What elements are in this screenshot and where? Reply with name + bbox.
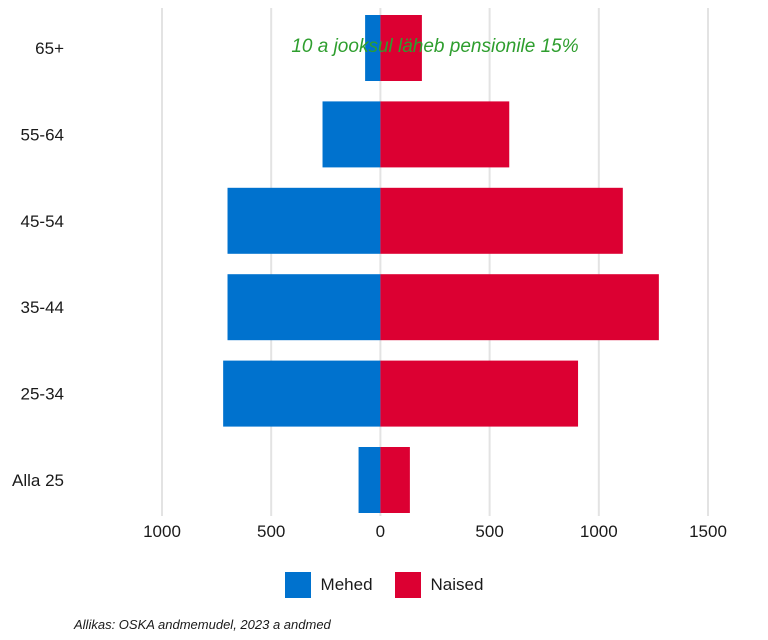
legend-swatch-mehed <box>284 572 311 598</box>
bar-mehed-25-34 <box>223 360 381 427</box>
bar-naised-45-54 <box>380 187 623 254</box>
legend-swatch-naised <box>394 572 421 598</box>
chart-annotation: 10 a jooksul läheb pensionile 15% <box>291 36 578 57</box>
legend-item-naised: Naised <box>394 572 484 598</box>
x-tick-label-2: 0 <box>376 522 385 541</box>
x-axis-tick-labels: 1000 500 0 500 1000 1500 <box>143 522 727 541</box>
source-note: Allikas: OSKA andmemudel, 2023 a andmed <box>74 617 331 632</box>
bars <box>223 15 659 513</box>
x-tick-label-0: 1000 <box>143 522 181 541</box>
y-tick-label-55-64: 55-64 <box>21 125 64 144</box>
gridlines <box>161 8 709 516</box>
bar-mehed-55-64 <box>322 101 381 168</box>
x-tick-label-3: 500 <box>475 522 503 541</box>
bar-mehed-alla-25 <box>358 447 381 513</box>
y-tick-label-25-34: 25-34 <box>21 385 64 404</box>
bar-naised-25-34 <box>380 360 579 427</box>
bar-mehed-35-44 <box>227 274 381 341</box>
y-tick-label-alla-25: Alla 25 <box>12 471 64 490</box>
bar-naised-65 <box>380 15 422 81</box>
bar-naised-55-64 <box>380 101 510 168</box>
x-tick-label-5: 1500 <box>689 522 727 541</box>
y-tick-label-45-54: 45-54 <box>21 212 64 231</box>
legend: Mehed Naised <box>0 572 768 598</box>
bar-naised-alla-25 <box>380 447 410 513</box>
legend-label-mehed: Mehed <box>320 575 373 594</box>
x-tick-label-4: 1000 <box>580 522 618 541</box>
y-tick-label-35-44: 35-44 <box>21 298 64 317</box>
y-tick-label-65: 65+ <box>35 39 64 58</box>
x-tick-label-1: 500 <box>257 522 285 541</box>
bar-mehed-45-54 <box>227 187 381 254</box>
legend-item-mehed: Mehed <box>284 572 373 598</box>
bar-mehed-65 <box>365 15 381 81</box>
legend-label-naised: Naised <box>430 575 484 594</box>
bar-naised-35-44 <box>380 274 659 341</box>
y-axis-tick-labels: Alla 25 25-34 35-44 45-54 55-64 65+ <box>12 39 64 490</box>
